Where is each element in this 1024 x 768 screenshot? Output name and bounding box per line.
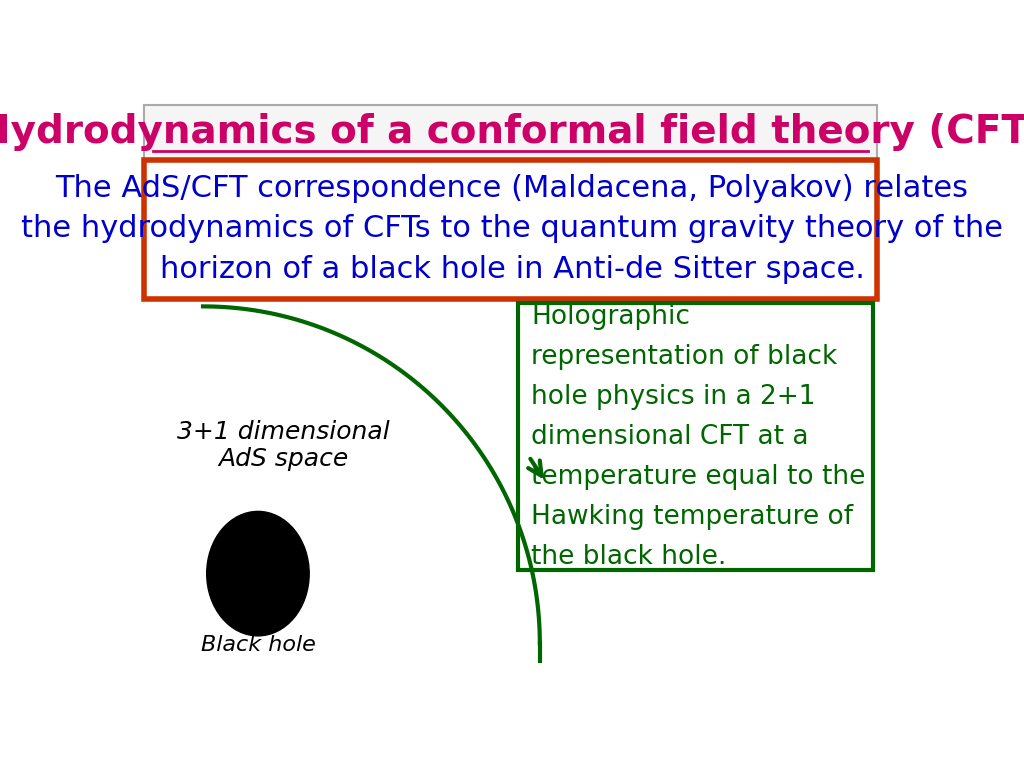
FancyBboxPatch shape <box>144 105 877 160</box>
Text: 3+1 dimensional
AdS space: 3+1 dimensional AdS space <box>177 419 390 472</box>
Text: The AdS/CFT correspondence (Maldacena, Polyakov) relates
the hydrodynamics of CF: The AdS/CFT correspondence (Maldacena, P… <box>22 174 1002 284</box>
FancyBboxPatch shape <box>144 160 877 299</box>
FancyBboxPatch shape <box>518 303 872 570</box>
Text: Black hole: Black hole <box>201 634 315 654</box>
Text: Hydrodynamics of a conformal field theory (CFT): Hydrodynamics of a conformal field theor… <box>0 113 1024 151</box>
Text: Holographic
representation of black
hole physics in a 2+1
dimensional CFT at a
t: Holographic representation of black hole… <box>531 303 865 570</box>
Ellipse shape <box>207 511 309 636</box>
